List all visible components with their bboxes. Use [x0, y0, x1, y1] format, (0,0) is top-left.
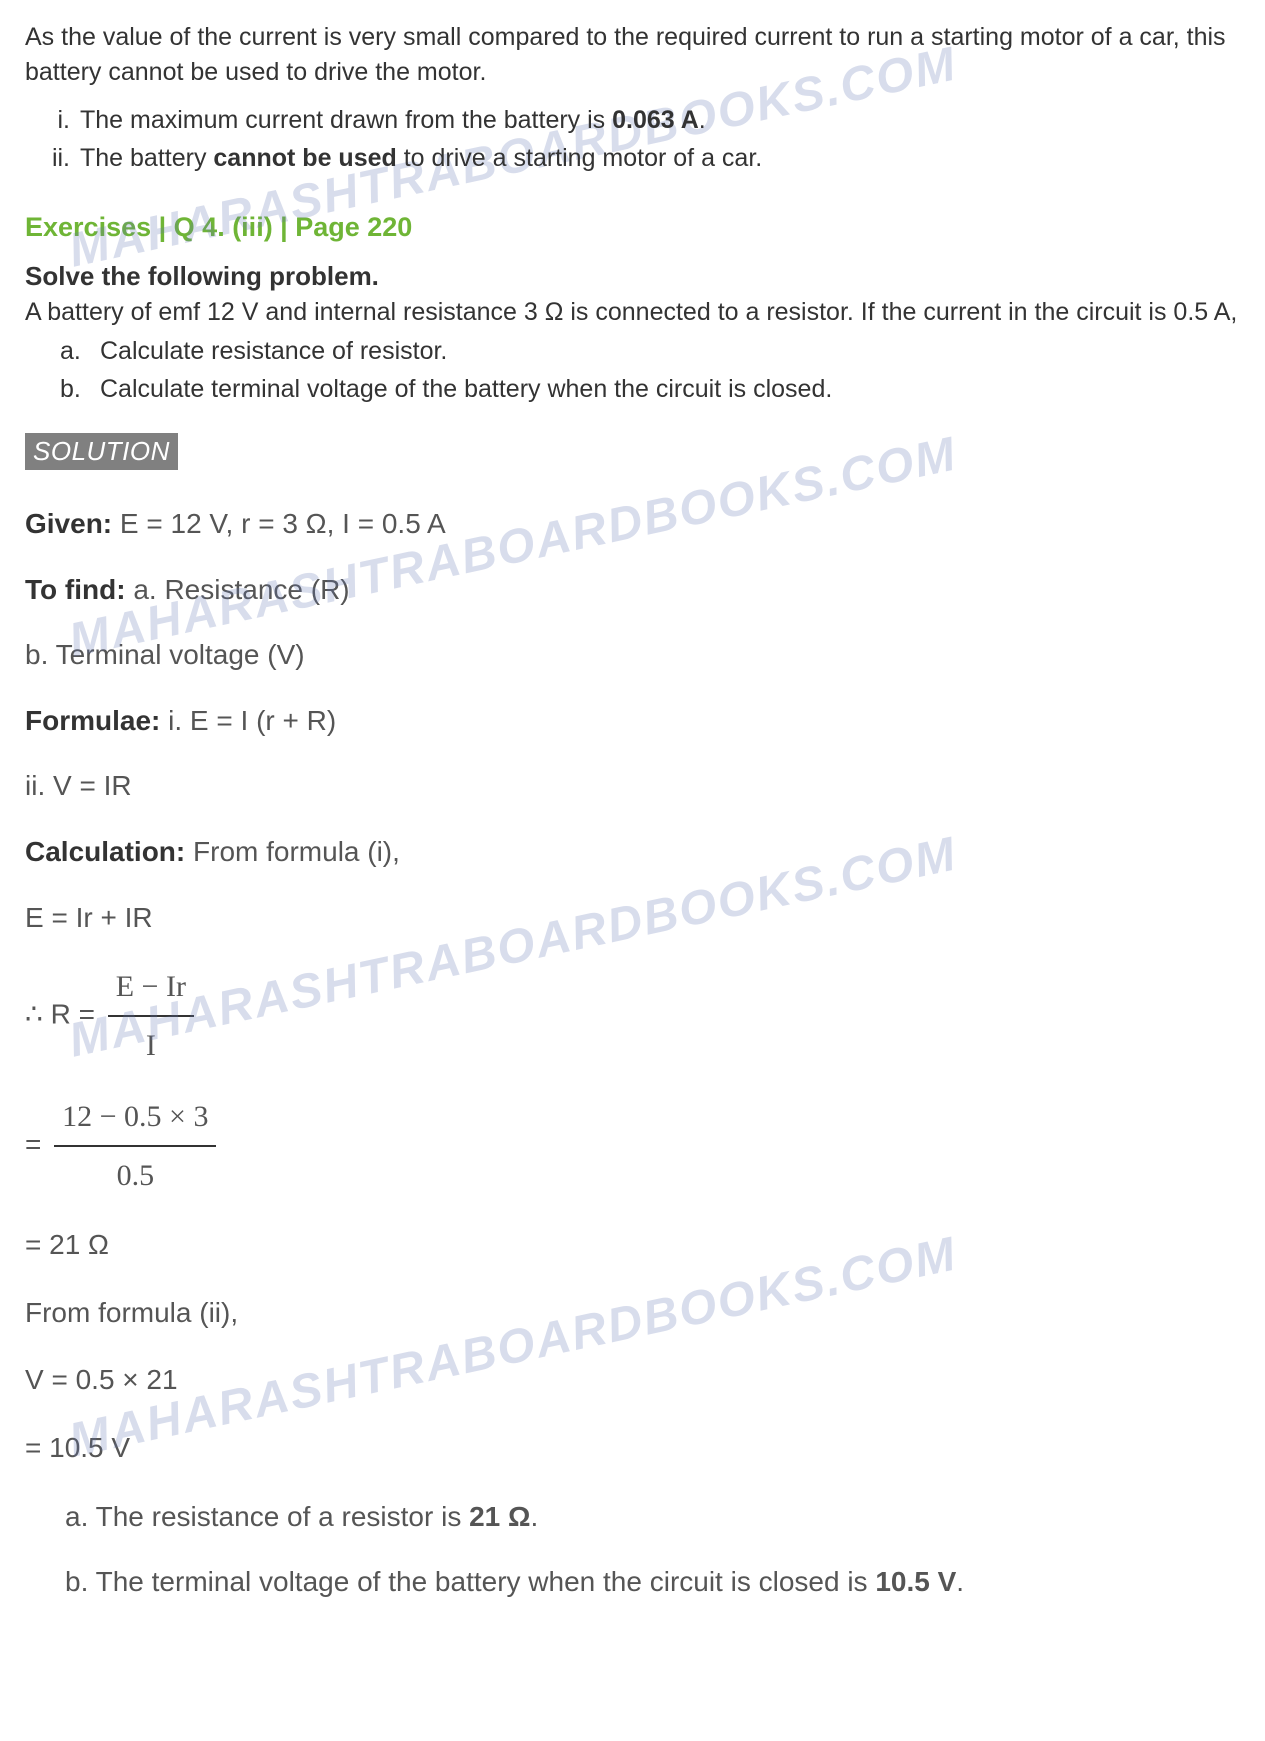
exercise-header: Exercises | Q 4. (iii) | Page 220: [25, 212, 1240, 243]
intro-paragraph: As the value of the current is very smal…: [25, 20, 1240, 90]
answer-item: b. The terminal voltage of the battery w…: [65, 1557, 1240, 1607]
solution-badge: SOLUTION: [25, 433, 178, 470]
tofind-line-b: b. Terminal voltage (V): [25, 631, 1240, 679]
tofind-label: To find:: [25, 574, 126, 605]
conclusion-text: The maximum current drawn from the batte…: [80, 106, 612, 134]
subpart-text: Calculate terminal voltage of the batter…: [100, 375, 832, 403]
calc-step-6: V = 0.5 × 21: [25, 1356, 1240, 1404]
step2-prefix: ∴ R =: [25, 999, 103, 1030]
answer-suffix: .: [956, 1566, 964, 1597]
conclusion-item: ii. The battery cannot be used to drive …: [80, 140, 1240, 178]
list-marker: i.: [35, 102, 70, 140]
conclusion-text-after: .: [699, 106, 706, 134]
formulae-line-ii: ii. V = IR: [25, 762, 1240, 810]
answer-bold: 10.5 V: [875, 1566, 956, 1597]
step3-prefix: =: [25, 1129, 49, 1160]
list-marker: b.: [60, 371, 81, 409]
answer-prefix: a. The resistance of a resistor is: [65, 1501, 469, 1532]
subpart-text: Calculate resistance of resistor.: [100, 337, 447, 365]
formulae-line-i: Formulae: i. E = I (r + R): [25, 697, 1240, 745]
conclusion-bold: cannot be used: [213, 144, 396, 172]
problem-text: A battery of emf 12 V and internal resis…: [25, 295, 1240, 330]
answer-suffix: .: [530, 1501, 538, 1532]
given-label: Given:: [25, 508, 112, 539]
fraction-denominator: I: [108, 1017, 194, 1071]
given-line: Given: E = 12 V, r = 3 Ω, I = 0.5 A: [25, 500, 1240, 548]
given-text: E = 12 V, r = 3 Ω, I = 0.5 A: [112, 508, 446, 539]
conclusion-text-after: to drive a starting motor of a car.: [397, 144, 762, 172]
fraction-numerator: 12 − 0.5 × 3: [54, 1091, 216, 1147]
tofind-line-a: To find: a. Resistance (R): [25, 566, 1240, 614]
calc-step-2: ∴ R = E − Ir I: [25, 961, 1240, 1071]
calc-step-5: From formula (ii),: [25, 1289, 1240, 1337]
calculation-intro: Calculation: From formula (i),: [25, 828, 1240, 876]
calc-intro: From formula (i),: [185, 836, 400, 867]
fraction: E − Ir I: [108, 961, 194, 1071]
calc-step-3: = 12 − 0.5 × 3 0.5: [25, 1091, 1240, 1201]
fraction-denominator: 0.5: [54, 1147, 216, 1201]
subpart-item: a. Calculate resistance of resistor.: [100, 333, 1240, 371]
conclusion-bold: 0.063 A: [612, 106, 699, 134]
problem-title: Solve the following problem.: [25, 261, 1240, 292]
calc-step-1: E = Ir + IR: [25, 894, 1240, 942]
answer-list: a. The resistance of a resistor is 21 Ω.…: [25, 1492, 1240, 1608]
calc-step-4: = 21 Ω: [25, 1221, 1240, 1269]
answer-bold: 21 Ω: [469, 1501, 530, 1532]
calc-label: Calculation:: [25, 836, 185, 867]
fraction: 12 − 0.5 × 3 0.5: [54, 1091, 216, 1201]
list-marker: a.: [60, 333, 81, 371]
answer-prefix: b. The terminal voltage of the battery w…: [65, 1566, 875, 1597]
fraction-numerator: E − Ir: [108, 961, 194, 1017]
formulae-label: Formulae:: [25, 705, 160, 736]
tofind-a: a. Resistance (R): [126, 574, 350, 605]
conclusion-list: i. The maximum current drawn from the ba…: [25, 102, 1240, 177]
answer-item: a. The resistance of a resistor is 21 Ω.: [65, 1492, 1240, 1542]
formulae-i: i. E = I (r + R): [160, 705, 336, 736]
subpart-item: b. Calculate terminal voltage of the bat…: [100, 371, 1240, 409]
conclusion-item: i. The maximum current drawn from the ba…: [80, 102, 1240, 140]
list-marker: ii.: [35, 140, 70, 178]
calc-step-7: = 10.5 V: [25, 1424, 1240, 1472]
subparts-list: a. Calculate resistance of resistor. b. …: [25, 333, 1240, 408]
conclusion-text: The battery: [80, 144, 213, 172]
